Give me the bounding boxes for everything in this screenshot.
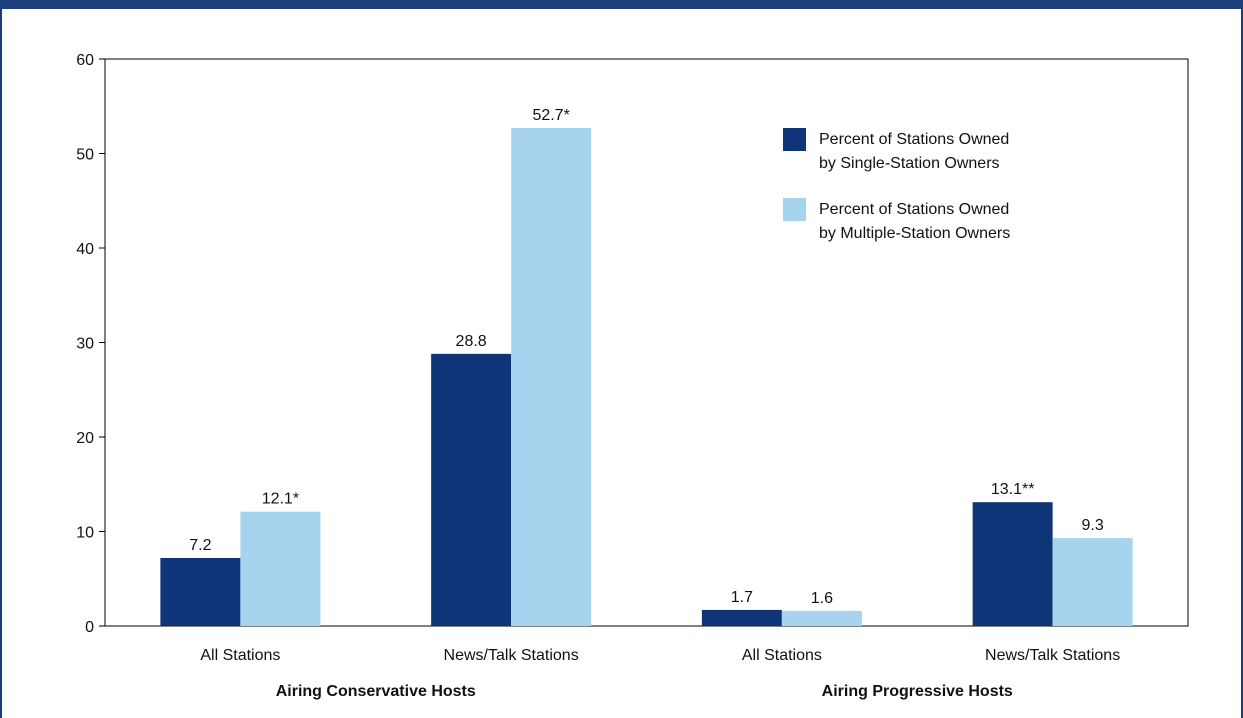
bar-series-1: [431, 353, 512, 626]
data-labels: 7.2 12.1* 28.8 52.7* 1.7 1.6 13.1** 9.3: [189, 107, 1104, 607]
bar-data-label: 28.8: [456, 333, 487, 350]
bar-data-label: 52.7*: [532, 107, 569, 124]
bar-series-2: [511, 127, 592, 627]
bar-series-1: [160, 557, 241, 626]
x-category-label: News/Talk Stations: [444, 647, 579, 664]
bar-data-label: 12.1*: [262, 491, 299, 508]
y-tick-label: 10: [76, 525, 94, 542]
y-tick-label: 20: [76, 430, 94, 447]
bar-series-1: [972, 502, 1053, 626]
bar-data-label: 1.6: [811, 590, 833, 607]
bar-series-2: [1052, 538, 1133, 626]
legend-swatch-series-2: [783, 198, 806, 221]
x-group-label: Airing Progressive Hosts: [822, 683, 1013, 700]
x-category-label: News/Talk Stations: [985, 647, 1120, 664]
y-tick-label: 60: [76, 52, 94, 69]
y-tick-label: 0: [85, 619, 94, 636]
y-tick-label: 50: [76, 147, 94, 164]
y-tick-label: 30: [76, 336, 94, 353]
x-category-label: All Stations: [742, 647, 822, 664]
bars: [160, 127, 1133, 627]
legend: Percent of Stations Owned by Single-Stati…: [783, 128, 1010, 242]
x-category-label: All Stations: [200, 647, 280, 664]
x-group-label: Airing Conservative Hosts: [276, 683, 476, 700]
legend-label-series-2: Percent of Stations Owned by Multiple-Sta…: [819, 201, 1010, 242]
bar-data-label: 7.2: [189, 537, 211, 554]
legend-swatch-series-1: [783, 128, 806, 151]
bar-data-label: 13.1**: [991, 481, 1035, 498]
bar-series-1: [701, 609, 782, 626]
legend-label-series-1: Percent of Stations Owned by Single-Stati…: [819, 131, 1009, 172]
x-axis-labels: All Stations News/Talk Stations All Statio…: [200, 647, 1120, 700]
bar-series-2: [781, 610, 862, 626]
bar-series-2: [240, 511, 321, 626]
bar-data-label: 9.3: [1082, 517, 1104, 534]
y-tick-label: 40: [76, 241, 94, 258]
axes: 0 10 20 30 40 50 60: [76, 52, 1189, 636]
bar-data-label: 1.7: [731, 589, 753, 606]
